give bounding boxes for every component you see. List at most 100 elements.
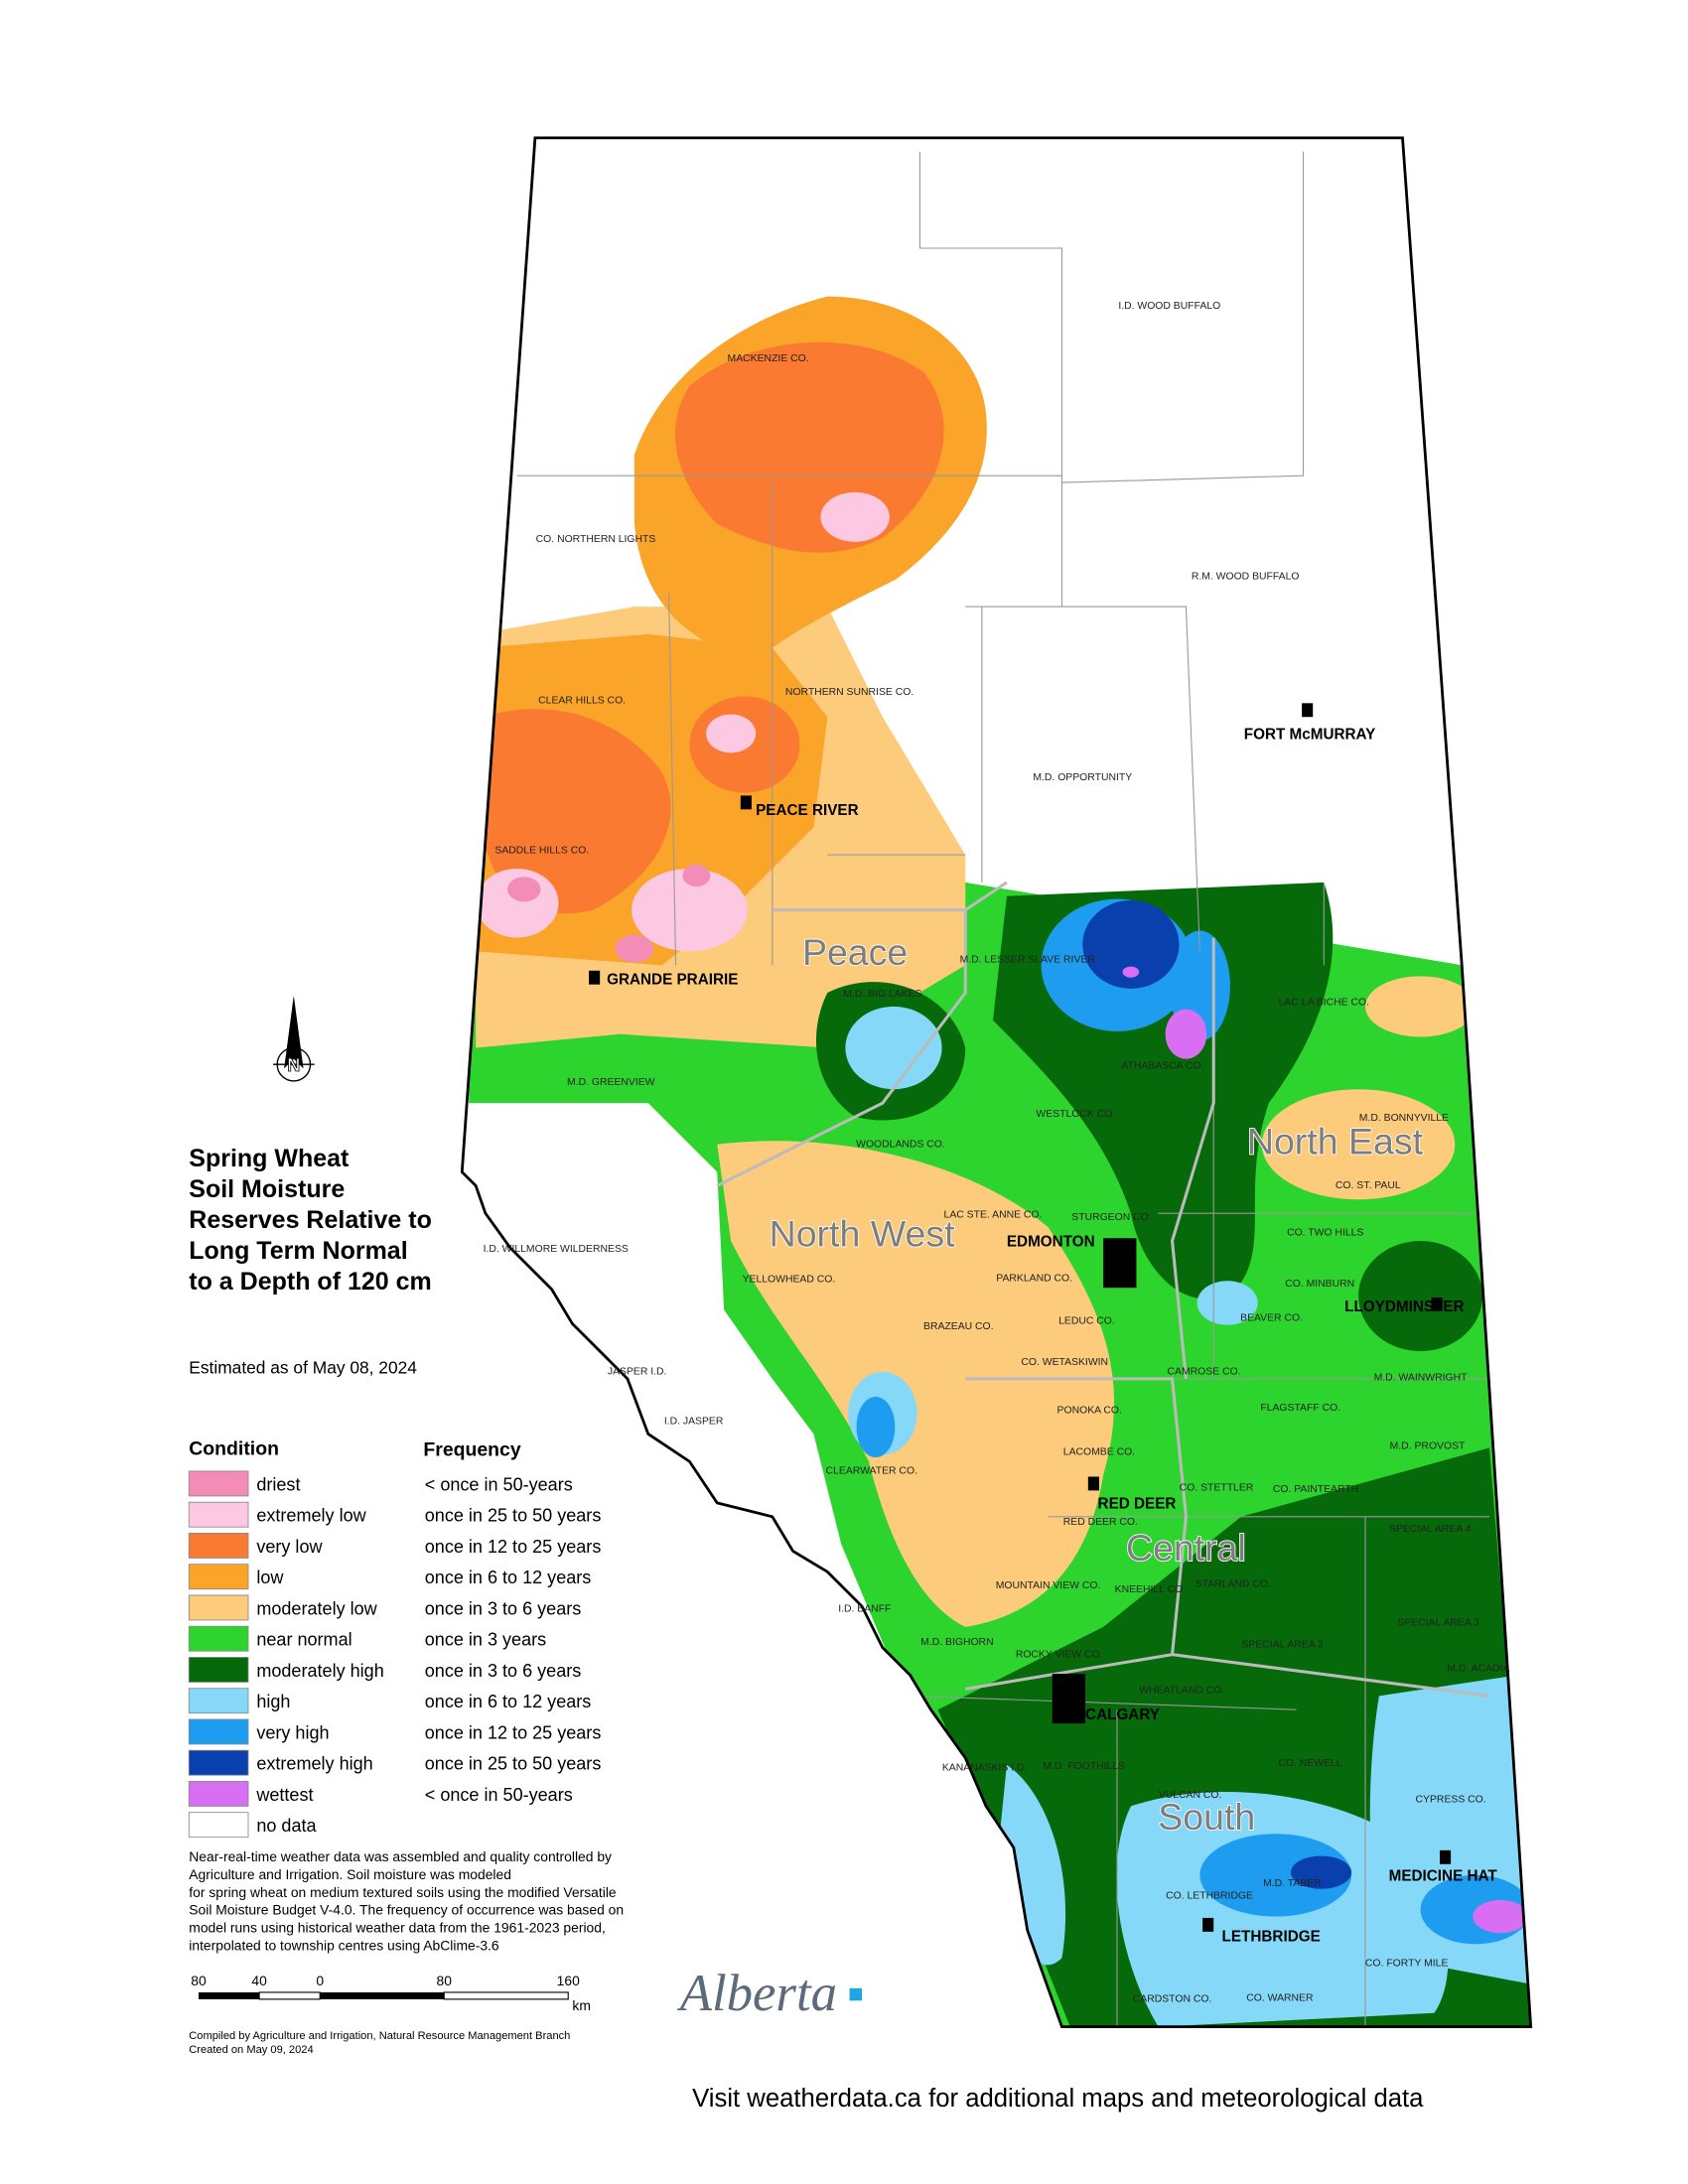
legend-header: Frequency bbox=[423, 1439, 520, 1461]
note-line: interpolated to township centres using A… bbox=[189, 1938, 499, 1954]
municipality-labels: I.D. WOOD BUFFALO R.M. WOOD BUFFALO MACKEN… bbox=[484, 301, 1510, 2005]
scale-unit: km bbox=[572, 1997, 591, 2013]
title-line: Soil Moisture bbox=[189, 1175, 345, 1203]
municipality-label: CO. PAINTEARTH bbox=[1273, 1484, 1358, 1495]
municipality-label: JASPER I.D. bbox=[608, 1367, 667, 1378]
region-boundary bbox=[716, 881, 1490, 1698]
municipality-label: M.D. BIG LAKES bbox=[843, 989, 921, 1000]
map-shape bbox=[284, 995, 304, 1069]
municipality-label: M.D. FOOTHILLS bbox=[1043, 1761, 1125, 1772]
legend-swatch bbox=[188, 1781, 249, 1807]
city-labels: PEACE RIVER GRANDE PRAIRIE FORT McMURRAY ED… bbox=[589, 703, 1497, 1946]
city-marker bbox=[1431, 1297, 1443, 1311]
legend-swatch bbox=[188, 1625, 249, 1652]
legend-label: wettest bbox=[255, 1785, 313, 1805]
boundary bbox=[516, 151, 1489, 2027]
municipality-label: CO. ST. PAUL bbox=[1336, 1180, 1401, 1191]
logo-mark bbox=[849, 1987, 863, 2001]
legend-header: Condition bbox=[189, 1437, 279, 1459]
moisture-zone bbox=[1358, 1241, 1483, 1352]
municipality-label: CO. FORTY MILE bbox=[1365, 1959, 1449, 1970]
scale-bar bbox=[199, 1991, 569, 2000]
legend-label: extremely low bbox=[256, 1506, 366, 1526]
legend-label: extremely high bbox=[256, 1754, 372, 1774]
note-line: for spring wheat on medium textured soil… bbox=[189, 1884, 617, 1900]
municipality-label: KNEEHILL CO. bbox=[1115, 1584, 1186, 1595]
scale-label: 0 bbox=[316, 1973, 324, 1988]
moisture-zone bbox=[1199, 1834, 1352, 1917]
municipality-label: SPECIAL AREA 3 bbox=[1397, 1618, 1479, 1629]
legend-label: near normal bbox=[256, 1630, 352, 1650]
moisture-zone bbox=[1365, 976, 1477, 1037]
moisture-zone bbox=[820, 491, 890, 542]
legend-label: moderately high bbox=[256, 1661, 383, 1681]
title-line: Reserves Relative to bbox=[189, 1206, 432, 1234]
title-line: Long Term Normal bbox=[189, 1237, 407, 1265]
city-label: EDMONTON bbox=[1007, 1234, 1095, 1251]
moisture-zone bbox=[615, 934, 654, 963]
municipality-label: WOODLANDS CO. bbox=[856, 1140, 945, 1151]
city-label: RED DEER bbox=[1098, 1495, 1177, 1512]
legend-swatch bbox=[188, 1749, 249, 1776]
city-label: LLOYDMINSTER bbox=[1344, 1298, 1464, 1315]
legend-swatch bbox=[188, 1594, 249, 1621]
scale-label: 80 bbox=[437, 1973, 453, 1988]
municipality-label: SPECIAL AREA 2 bbox=[1241, 1640, 1324, 1651]
municipality-label: M.D. GREENVIEW bbox=[567, 1077, 655, 1088]
city-label: FORT McMURRAY bbox=[1244, 726, 1376, 743]
municipality-label: FLAGSTAFF CO. bbox=[1260, 1403, 1340, 1414]
legend: driest < once in 50-years extremely low onc… bbox=[188, 1470, 601, 1839]
moisture-zone bbox=[845, 1006, 942, 1090]
legend-label: high bbox=[256, 1692, 290, 1711]
moisture-zone bbox=[1261, 1089, 1456, 1200]
municipality-label: CYPRESS CO. bbox=[1416, 1794, 1486, 1805]
municipality-label: CLEAR HILLS CO. bbox=[538, 695, 626, 706]
municipality-label: M.D. LESSER SLAVE RIVER bbox=[960, 954, 1096, 965]
municipality-label: ROCKY VIEW CO. bbox=[1016, 1649, 1103, 1660]
legend-frequency: once in 3 years bbox=[425, 1630, 546, 1650]
legend-frequency: once in 3 to 6 years bbox=[425, 1598, 582, 1618]
moisture-zone bbox=[717, 1141, 1115, 1627]
region-label: Peace bbox=[802, 931, 908, 973]
municipality-label: KANANASKIS I.D. bbox=[942, 1762, 1028, 1773]
moisture-zone bbox=[1196, 1281, 1258, 1325]
municipality-label: LAC LA BICHE CO. bbox=[1279, 998, 1369, 1009]
municipality-label: CO. MINBURN bbox=[1285, 1279, 1354, 1290]
moisture-zone bbox=[1473, 1899, 1528, 1934]
municipality-label: CARDSTON CO. bbox=[1133, 1994, 1212, 2005]
note-line: model runs using historical weather data… bbox=[189, 1920, 606, 1936]
map-shape: N bbox=[287, 1055, 300, 1075]
note-line: Near-real-time weather data was assemble… bbox=[189, 1848, 612, 1864]
municipality-label: LAC STE. ANNE CO. bbox=[944, 1209, 1043, 1220]
region-label: North East bbox=[1247, 1121, 1424, 1162]
municipality-label: WESTLOCK CO. bbox=[1036, 1109, 1115, 1120]
logo: Alberta bbox=[677, 1965, 837, 2022]
municipality-label: CO. STETTLER bbox=[1180, 1482, 1254, 1493]
municipality-label: MOUNTAIN VIEW CO. bbox=[996, 1580, 1101, 1591]
map-shape bbox=[199, 1991, 260, 1999]
legend-swatch bbox=[188, 1812, 249, 1839]
municipality-label: M.D. WAINWRIGHT bbox=[1374, 1372, 1468, 1383]
note: Near-real-time weather data was assemble… bbox=[189, 1848, 624, 1954]
municipality-label: STARLAND CO. bbox=[1196, 1579, 1271, 1590]
municipality-label: M.D. BIGHORN bbox=[920, 1637, 993, 1648]
legend-label: moderately low bbox=[256, 1598, 377, 1618]
municipality-label: WHEATLAND CO. bbox=[1139, 1686, 1224, 1697]
municipality-label: NORTHERN SUNRISE CO. bbox=[785, 687, 914, 698]
legend-label: driest bbox=[256, 1474, 300, 1494]
city-label: LETHBRIDGE bbox=[1222, 1929, 1321, 1946]
legend-frequency: once in 3 to 6 years bbox=[425, 1661, 582, 1681]
municipality-label: M.D. ACADIA bbox=[1447, 1663, 1509, 1674]
moisture-zone bbox=[1082, 899, 1180, 989]
municipality-label: PONOKA CO. bbox=[1057, 1406, 1122, 1417]
note-line: Agriculture and Irrigation. Soil moistur… bbox=[189, 1866, 511, 1882]
municipality-label: I.D. BANFF bbox=[838, 1604, 891, 1615]
municipality-label: M.D. PROVOST bbox=[1390, 1441, 1466, 1452]
estimate: Estimated as of May 08, 2024 bbox=[189, 1357, 417, 1377]
municipality-label: CO. WETASKIWIN bbox=[1021, 1357, 1108, 1368]
municipality-label: PARKLAND CO. bbox=[996, 1273, 1072, 1284]
city-marker bbox=[1087, 1476, 1099, 1491]
city-label: PEACE RIVER bbox=[756, 802, 859, 819]
municipality-label: YELLOWHEAD CO. bbox=[743, 1275, 836, 1286]
